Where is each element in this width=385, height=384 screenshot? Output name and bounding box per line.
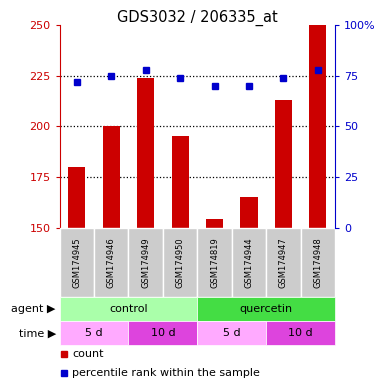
Bar <box>129 321 197 345</box>
Text: GSM174944: GSM174944 <box>244 237 253 288</box>
Bar <box>129 228 163 297</box>
Text: GSM174946: GSM174946 <box>107 237 116 288</box>
Bar <box>275 100 292 228</box>
Text: GDS3032 / 206335_at: GDS3032 / 206335_at <box>117 10 278 26</box>
Text: GSM174819: GSM174819 <box>210 237 219 288</box>
Bar <box>163 228 197 297</box>
Text: 5 d: 5 d <box>223 328 241 338</box>
Text: GSM174950: GSM174950 <box>176 237 185 288</box>
Bar <box>197 321 266 345</box>
Text: GSM174948: GSM174948 <box>313 237 322 288</box>
Bar <box>266 321 335 345</box>
Text: quercetin: quercetin <box>239 304 293 314</box>
Bar <box>171 136 189 228</box>
Bar <box>137 78 154 228</box>
Bar <box>60 321 129 345</box>
Bar <box>197 228 232 297</box>
Bar <box>60 297 197 321</box>
Bar <box>68 167 85 228</box>
Text: 10 d: 10 d <box>151 328 175 338</box>
Bar <box>309 25 326 228</box>
Text: GSM174947: GSM174947 <box>279 237 288 288</box>
Text: control: control <box>109 304 148 314</box>
Text: 10 d: 10 d <box>288 328 313 338</box>
Bar <box>94 228 129 297</box>
Text: GSM174945: GSM174945 <box>72 237 81 288</box>
Text: agent ▶: agent ▶ <box>12 304 56 314</box>
Bar <box>60 228 94 297</box>
Bar <box>240 197 258 228</box>
Bar <box>206 220 223 228</box>
Text: GSM174949: GSM174949 <box>141 237 150 288</box>
Text: percentile rank within the sample: percentile rank within the sample <box>72 368 260 378</box>
Text: time ▶: time ▶ <box>18 328 56 338</box>
Bar <box>266 228 301 297</box>
Bar <box>232 228 266 297</box>
Bar <box>197 297 335 321</box>
Text: count: count <box>72 349 104 359</box>
Text: 5 d: 5 d <box>85 328 103 338</box>
Bar <box>103 126 120 228</box>
Bar <box>301 228 335 297</box>
